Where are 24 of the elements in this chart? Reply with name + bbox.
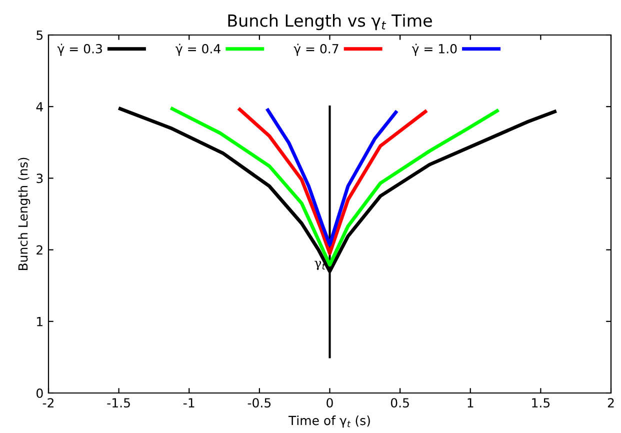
y-tick-label: 3 bbox=[36, 174, 43, 184]
chart-title: Bunch Length vs γ$_{t}$ Time bbox=[228, 14, 432, 30]
x-tick-label: -0.5 bbox=[248, 398, 271, 408]
x-tick-label: 0 bbox=[326, 398, 333, 408]
legend-label: γ̇ = 0.4 bbox=[176, 44, 220, 56]
legend-label: γ̇ = 1.0 bbox=[412, 44, 457, 56]
y-tick-label: 1 bbox=[37, 317, 42, 326]
x-tick-label: -1.5 bbox=[107, 398, 130, 408]
legend-label: γ̇ = 0.3 bbox=[57, 44, 102, 56]
x-tick-label: 1.5 bbox=[532, 398, 550, 408]
x-axis-title: Time of γ$_{t}$ (s) bbox=[288, 416, 370, 428]
legend-label: γ̇ = 0.7 bbox=[294, 44, 338, 56]
x-tick-label: -1 bbox=[184, 398, 194, 408]
x-tick-label: 2 bbox=[608, 398, 614, 408]
line-series bbox=[266, 108, 398, 247]
y-tick-label: 5 bbox=[36, 30, 43, 40]
x-tick-label: 0.5 bbox=[390, 398, 409, 408]
y-tick-label: 0 bbox=[36, 388, 43, 398]
y-tick-label: 4 bbox=[36, 102, 43, 112]
y-tick-label: 2 bbox=[36, 245, 42, 255]
x-tick-label: -2 bbox=[42, 398, 54, 408]
x-tick-label: 1 bbox=[468, 398, 474, 408]
line-series bbox=[238, 108, 428, 256]
y-axis-title: Bunch Length (ns) bbox=[18, 158, 30, 270]
